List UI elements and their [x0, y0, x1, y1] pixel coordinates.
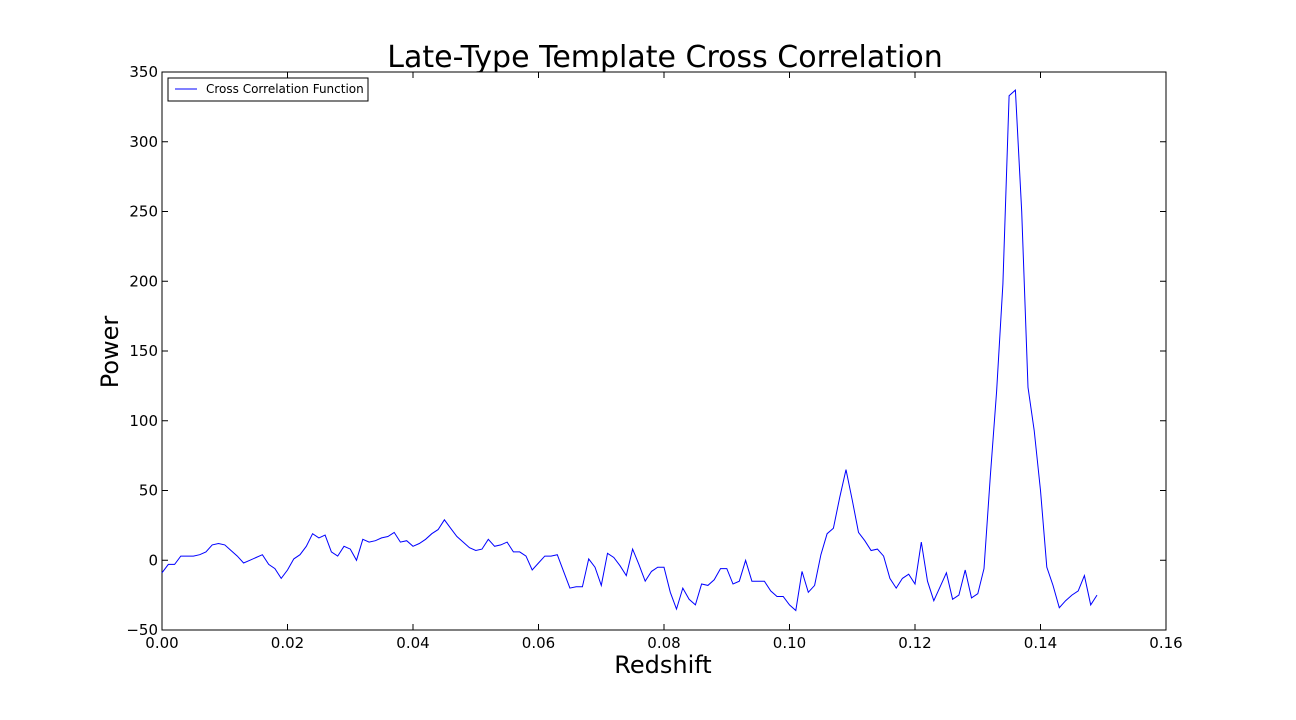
tick-labels: 0.00 0.02 0.04 0.06 0.08 0.10 0.12 0.14 0.16 −50 0…: [126, 63, 1182, 652]
y-axis-label: Power: [96, 316, 124, 389]
y-tick-label: 250: [129, 203, 158, 221]
series-line-cross-correlation: [161, 89, 1098, 612]
x-tick-label: 0.14: [1024, 634, 1057, 652]
y-tick-label: 150: [129, 342, 158, 360]
x-tick-label: 0.16: [1149, 634, 1182, 652]
legend: Cross Correlation Function: [167, 77, 369, 102]
x-tick-label: 0.02: [271, 634, 304, 652]
x-tick-label: 0.10: [773, 634, 806, 652]
x-tick-label: 0.00: [145, 634, 178, 652]
x-tick-label: 0.12: [898, 634, 931, 652]
chart-title: Late-Type Template Cross Correlation: [387, 40, 942, 75]
axis-ticks: [161, 71, 1167, 631]
x-tick-label: 0.04: [396, 634, 429, 652]
y-tick-label: 50: [139, 482, 158, 500]
y-tick-label: 0: [148, 551, 158, 569]
y-tick-label: 300: [129, 133, 158, 151]
y-tick-label: 350: [129, 63, 158, 81]
y-tick-label: −50: [126, 621, 158, 639]
legend-entry-label: Cross Correlation Function: [206, 82, 364, 96]
y-tick-label: 100: [129, 412, 158, 430]
x-tick-label: 0.06: [522, 634, 555, 652]
legend-box: [167, 77, 369, 102]
x-axis-label: Redshift: [614, 651, 711, 679]
plot-area: [161, 71, 1167, 631]
y-tick-label: 200: [129, 272, 158, 290]
x-tick-label: 0.08: [647, 634, 680, 652]
